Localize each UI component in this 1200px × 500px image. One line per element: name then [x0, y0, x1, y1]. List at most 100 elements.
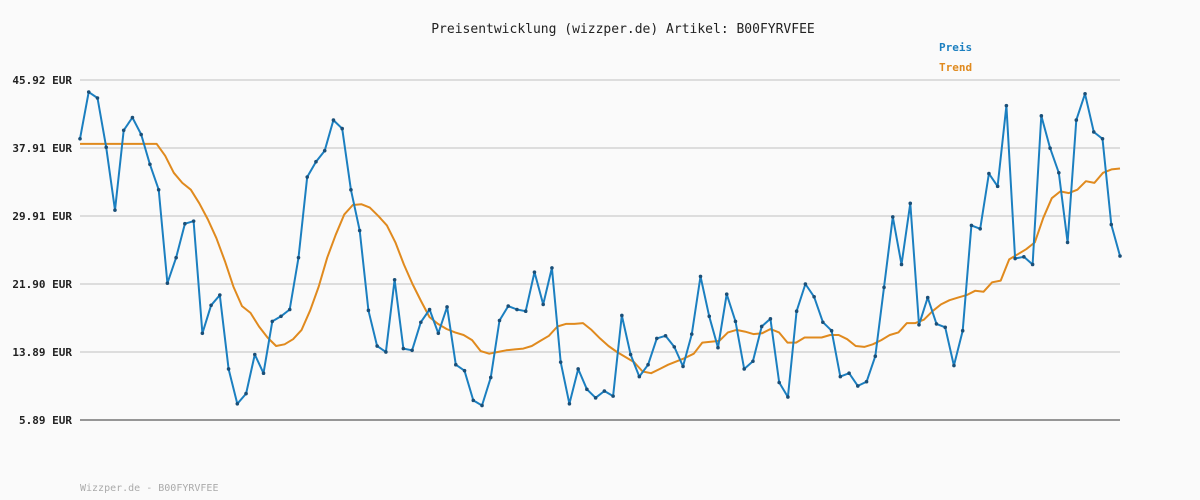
- data-point: [794, 309, 799, 313]
- data-point: [716, 345, 720, 350]
- data-point: [934, 322, 939, 326]
- data-point: [585, 387, 589, 392]
- data-point: [908, 201, 913, 206]
- grid-lines: [80, 79, 1120, 354]
- data-point: [969, 223, 974, 228]
- data-point: [191, 219, 196, 223]
- data-point: [218, 293, 222, 297]
- data-point: [384, 350, 388, 354]
- data-point: [183, 221, 187, 226]
- data-point: [637, 374, 642, 379]
- data-point: [742, 367, 747, 371]
- data-point: [882, 285, 886, 290]
- data-point: [1100, 136, 1105, 141]
- data-point: [113, 208, 117, 212]
- data-point: [331, 118, 336, 122]
- data-point: [209, 303, 213, 308]
- data-point: [427, 307, 432, 312]
- data-point: [768, 317, 773, 321]
- data-point: [86, 90, 91, 94]
- data-point: [1004, 103, 1009, 108]
- data-point: [611, 394, 615, 398]
- data-point: [235, 401, 240, 406]
- data-point: [488, 375, 493, 380]
- data-point: [121, 128, 126, 133]
- data-point: [270, 319, 275, 324]
- data-point: [1065, 240, 1070, 245]
- data-point: [925, 295, 930, 300]
- y-axis-ticks: 45.92 EUR 37.91 EUR 29.91 EUR 21.90 EUR 13.8…: [12, 74, 72, 427]
- data-point: [812, 294, 816, 299]
- y-tick-label: 37.91 EUR: [12, 142, 72, 155]
- data-point: [1091, 130, 1096, 134]
- data-point: [165, 281, 170, 285]
- data-point: [497, 318, 502, 323]
- data-point: [226, 367, 231, 371]
- data-point: [943, 325, 948, 330]
- data-point: [856, 384, 860, 388]
- data-point: [78, 136, 82, 141]
- data-point: [541, 302, 545, 307]
- data-point: [314, 159, 318, 164]
- data-point: [733, 319, 738, 324]
- data-point: [357, 228, 362, 233]
- data-point: [279, 314, 283, 319]
- data-point: [655, 336, 659, 341]
- y-tick-label: 5.89 EUR: [19, 414, 72, 427]
- data-point: [471, 398, 476, 403]
- data-point: [873, 354, 878, 359]
- data-point: [698, 274, 703, 279]
- data-point: [786, 395, 790, 399]
- data-point: [252, 352, 257, 357]
- data-point: [917, 322, 921, 327]
- data-point: [803, 282, 808, 286]
- data-point: [445, 305, 449, 309]
- data-point: [628, 352, 633, 357]
- data-point: [864, 379, 869, 384]
- y-tick-label: 29.91 EUR: [12, 210, 72, 223]
- data-point: [1118, 254, 1122, 258]
- data-point: [567, 401, 572, 406]
- data-point: [707, 314, 712, 319]
- data-point: [847, 371, 851, 376]
- series-layer: [78, 90, 1122, 408]
- data-point: [506, 304, 511, 308]
- data-point: [340, 126, 344, 131]
- data-point: [995, 184, 1000, 189]
- data-point: [724, 292, 729, 297]
- data-point: [436, 331, 441, 336]
- data-point: [829, 328, 834, 333]
- chart-title: Preisentwicklung (wizzper.de) Artikel: B…: [431, 22, 815, 37]
- data-point: [462, 368, 467, 373]
- legend-preis: Preis: [939, 41, 972, 54]
- data-point: [401, 346, 406, 351]
- data-point: [366, 308, 371, 313]
- data-point: [978, 227, 982, 231]
- data-point: [1074, 118, 1079, 122]
- data-point: [200, 331, 205, 336]
- data-point: [139, 132, 143, 137]
- data-point: [95, 96, 100, 100]
- data-point: [453, 362, 458, 367]
- data-point: [987, 171, 991, 176]
- data-point: [174, 255, 178, 260]
- data-point: [305, 175, 310, 179]
- data-point: [287, 307, 292, 312]
- data-point: [960, 328, 965, 333]
- data-point: [1039, 114, 1044, 118]
- data-point: [532, 270, 537, 274]
- y-tick-label: 21.90 EUR: [12, 278, 72, 291]
- data-point: [480, 403, 484, 408]
- data-point: [296, 255, 301, 260]
- data-point: [821, 320, 825, 325]
- data-point: [392, 277, 397, 282]
- data-point: [349, 187, 353, 192]
- data-point: [130, 115, 135, 120]
- data-point: [899, 262, 904, 267]
- data-point: [689, 332, 694, 336]
- y-tick-label: 45.92 EUR: [12, 74, 72, 87]
- data-point: [646, 362, 650, 367]
- data-point: [663, 334, 668, 338]
- chart-footer: Wizzper.de - B00FYRVFEE: [80, 483, 218, 494]
